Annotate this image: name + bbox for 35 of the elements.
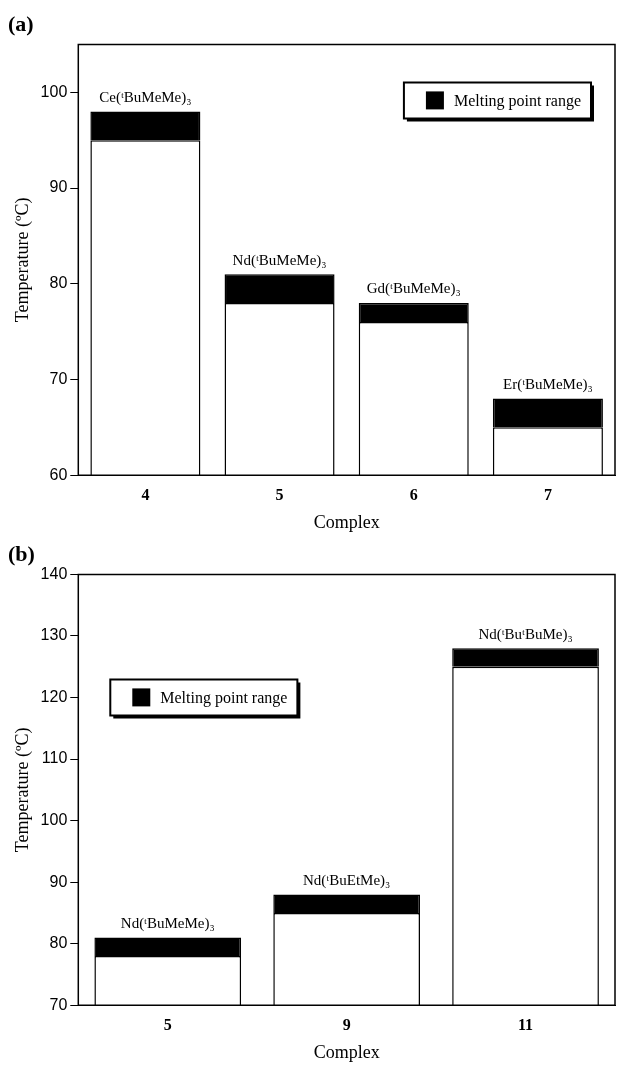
y-tick-label: 90 (49, 872, 68, 890)
annotation: Nd(ᵗBuMeMe)₃ (120, 914, 215, 932)
x-axis-title: Complex (313, 511, 380, 532)
y-tick-label: 70 (49, 369, 68, 387)
y-tick-label: 60 (49, 465, 68, 483)
y-tick-label: 120 (40, 687, 68, 705)
y-axis-title: Temperature (ºC) (11, 197, 33, 323)
x-tick-label: 11 (517, 1015, 534, 1033)
x-tick-label: 4 (141, 485, 150, 503)
x-tick-label: 5 (275, 485, 284, 503)
chart-title: (a) (8, 10, 34, 36)
chart-title: (b) (8, 540, 35, 566)
annotation: Ce(ᵗBuMeMe)₃ (99, 88, 192, 106)
legend-label: Melting point range (453, 91, 582, 110)
x-tick-label: 7 (543, 485, 552, 503)
x-tick-label: 6 (409, 485, 418, 503)
annotation: Nd(ᵗBuMeMe)₃ (232, 251, 327, 269)
y-tick-label: 90 (49, 178, 68, 196)
y-tick-label: 70 (49, 995, 68, 1013)
y-axis-title: Temperature (ºC) (11, 727, 33, 853)
legend-label: Melting point range (160, 688, 288, 707)
x-tick-label: 5 (163, 1015, 172, 1033)
y-tick-label: 110 (41, 749, 68, 767)
x-axis-title: Complex (313, 1041, 380, 1062)
y-tick-label: 80 (49, 934, 68, 952)
annotation: Er(ᵗBuMeMe)₃ (503, 376, 593, 394)
y-tick-label: 100 (40, 810, 68, 828)
annotation: Gd(ᵗBuMeMe)₃ (366, 280, 461, 298)
y-tick-label: 130 (40, 626, 68, 644)
annotation: Nd(ᵗBuEtMe)₃ (303, 871, 391, 889)
annotation: Nd(ᵗBuᵗBuMe)₃ (478, 625, 573, 643)
x-tick-label: 9 (342, 1015, 351, 1033)
y-tick-label: 100 (40, 82, 68, 100)
y-tick-label: 140 (40, 564, 68, 582)
y-tick-label: 80 (49, 274, 68, 292)
